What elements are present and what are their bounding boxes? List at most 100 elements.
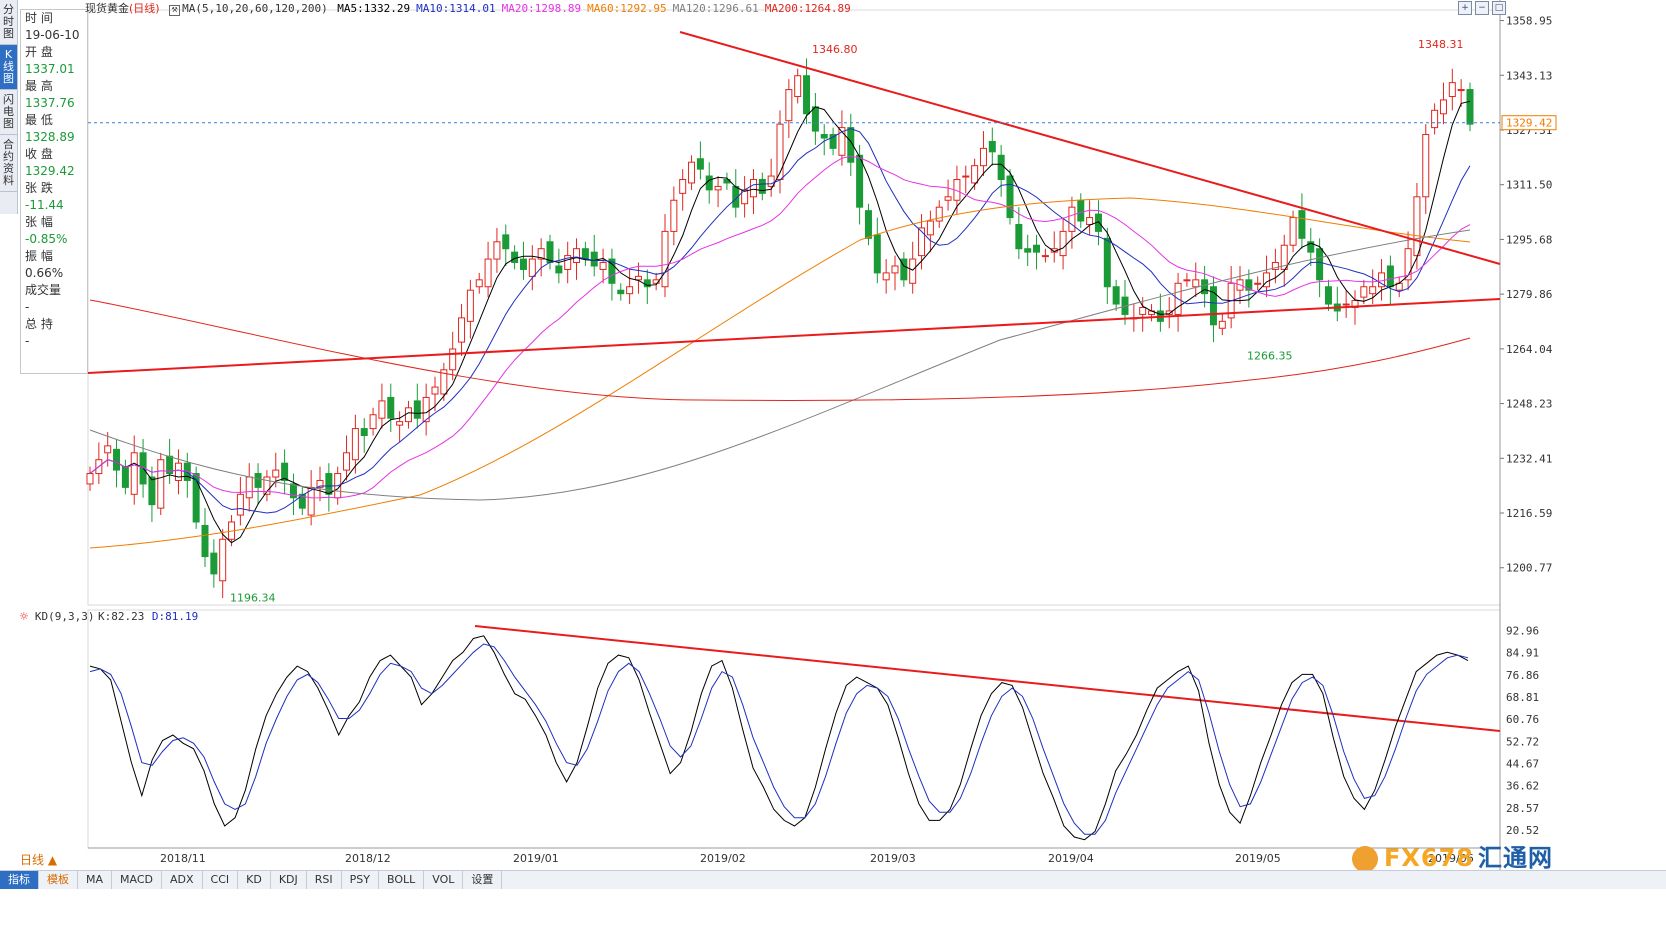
- indicator-tab-10[interactable]: BOLL: [379, 871, 425, 889]
- candle-body: [511, 251, 519, 264]
- candle-body: [1263, 272, 1271, 288]
- indicator-tab-11[interactable]: VOL: [424, 871, 464, 889]
- candle-body: [935, 206, 943, 222]
- candle-body: [1192, 279, 1200, 288]
- price-annotation: 1196.34: [230, 591, 276, 604]
- candle-body: [599, 262, 607, 270]
- indicator-tab-4[interactable]: ADX: [162, 871, 203, 889]
- indicator-tab-12[interactable]: 设置: [463, 871, 503, 889]
- candle-body: [1024, 248, 1032, 253]
- indicator-tab-5[interactable]: CCI: [203, 871, 239, 889]
- instrument-title[interactable]: 现货黄金: [85, 2, 129, 15]
- candle-body: [590, 251, 598, 267]
- side-tab-1[interactable]: K 线 图: [0, 45, 17, 90]
- candle-body: [121, 466, 129, 488]
- candle-body: [1360, 286, 1368, 298]
- candle-body: [811, 106, 819, 132]
- side-tab-0[interactable]: 分 时 图: [0, 0, 17, 45]
- date-tick-label: 2019/01: [513, 852, 559, 865]
- candle-body: [316, 479, 324, 488]
- candle-body: [343, 452, 351, 471]
- info-label: 最 低: [25, 113, 53, 127]
- candle-body: [104, 445, 112, 454]
- ma-value-3: MA60:1292.95: [587, 2, 667, 15]
- kd-tick-label: 36.62: [1506, 780, 1539, 793]
- side-tab-2[interactable]: 闪 电 图: [0, 90, 17, 135]
- candle-body: [1183, 279, 1191, 282]
- candle-body: [431, 386, 439, 395]
- indicator-tab-bar: 指标 模板 MA MACD ADX CCI KD KDJ RSI PSY BOLL VOL 设置: [0, 870, 1666, 889]
- ma60-line: [89, 197, 1471, 549]
- price-tick-label: 1311.50: [1506, 179, 1552, 192]
- candle-body: [458, 317, 466, 343]
- kd-gear-icon[interactable]: ☼: [19, 610, 29, 623]
- candle-body: [1298, 210, 1306, 239]
- current-price-label: 1329.42: [1506, 117, 1552, 130]
- candle-body: [794, 75, 802, 97]
- chart-toolbar: + − □: [1458, 1, 1506, 15]
- kd-tick-label: 52.72: [1506, 735, 1539, 748]
- candle-body: [652, 279, 660, 284]
- candle-body: [1086, 217, 1094, 225]
- side-tab-3[interactable]: 合 约 资 料: [0, 135, 17, 192]
- ma20-line: [89, 155, 1471, 499]
- indicator-tab-7[interactable]: KDJ: [271, 871, 307, 889]
- info-value: -: [25, 334, 30, 348]
- candle-body: [528, 258, 536, 277]
- info-label: 时 间: [25, 11, 53, 25]
- candle-body: [776, 123, 784, 181]
- candle-body: [581, 248, 589, 260]
- indicator-tab-3[interactable]: MACD: [112, 871, 162, 889]
- candle-body: [749, 179, 757, 198]
- kd-panel-frame: [87, 609, 1501, 849]
- candle-body: [900, 258, 908, 281]
- period-label[interactable]: (日线): [129, 2, 160, 15]
- ma120-line: [89, 229, 1471, 501]
- price-annotation: 1346.80: [812, 43, 858, 56]
- candle-body: [360, 428, 368, 436]
- candle-body: [573, 248, 581, 264]
- indicator-tab-0[interactable]: 指标: [0, 871, 39, 889]
- candle-body: [617, 289, 625, 295]
- candle-body: [1059, 230, 1067, 257]
- date-tick-label: 2019/05: [1235, 852, 1281, 865]
- candle-body: [997, 154, 1005, 181]
- kd-tick-label: 60.76: [1506, 713, 1539, 726]
- candle-body: [396, 421, 404, 426]
- indicator-tab-9[interactable]: PSY: [342, 871, 379, 889]
- kd-tick-label: 76.86: [1506, 669, 1539, 682]
- candle-body: [475, 279, 483, 288]
- indicator-tab-6[interactable]: KD: [238, 871, 271, 889]
- candle-body: [820, 134, 828, 139]
- indicator-tab-2[interactable]: MA: [78, 871, 113, 889]
- candle-body: [1006, 175, 1014, 219]
- candle-body: [1103, 237, 1111, 288]
- candle-body: [555, 265, 563, 274]
- info-value: 19-06-10: [25, 28, 80, 42]
- candle-body: [1316, 248, 1324, 281]
- fullscreen-icon[interactable]: □: [1492, 1, 1506, 15]
- candle-body: [422, 396, 430, 423]
- info-value: 1328.89: [25, 130, 75, 144]
- candle-body: [679, 179, 687, 194]
- candle-body: [484, 258, 492, 288]
- price-tick-label: 1200.77: [1506, 562, 1552, 575]
- indicator-tab-1[interactable]: 模板: [39, 871, 78, 889]
- kd-k-line: [89, 635, 1469, 841]
- ma200-line: [89, 299, 1471, 401]
- indicator-tab-8[interactable]: RSI: [307, 871, 342, 889]
- period-selector-button[interactable]: 日线 ▲: [20, 853, 58, 867]
- fx678-watermark: FX678 汇通网: [1352, 838, 1553, 873]
- candle-body: [404, 407, 412, 423]
- zoom-out-icon[interactable]: −: [1475, 1, 1489, 15]
- ma-settings-icon[interactable]: ⚒: [169, 5, 181, 16]
- ma-values: MA5:1332.29 MA10:1314.01 MA20:1298.89 MA60:…: [337, 2, 857, 15]
- current-price-box: [1501, 115, 1557, 131]
- candle-body: [298, 493, 306, 509]
- zoom-in-icon[interactable]: +: [1458, 1, 1472, 15]
- candle-body: [369, 414, 377, 430]
- candle-body: [1077, 199, 1085, 222]
- candle-body: [245, 476, 253, 499]
- candle-body: [537, 248, 545, 260]
